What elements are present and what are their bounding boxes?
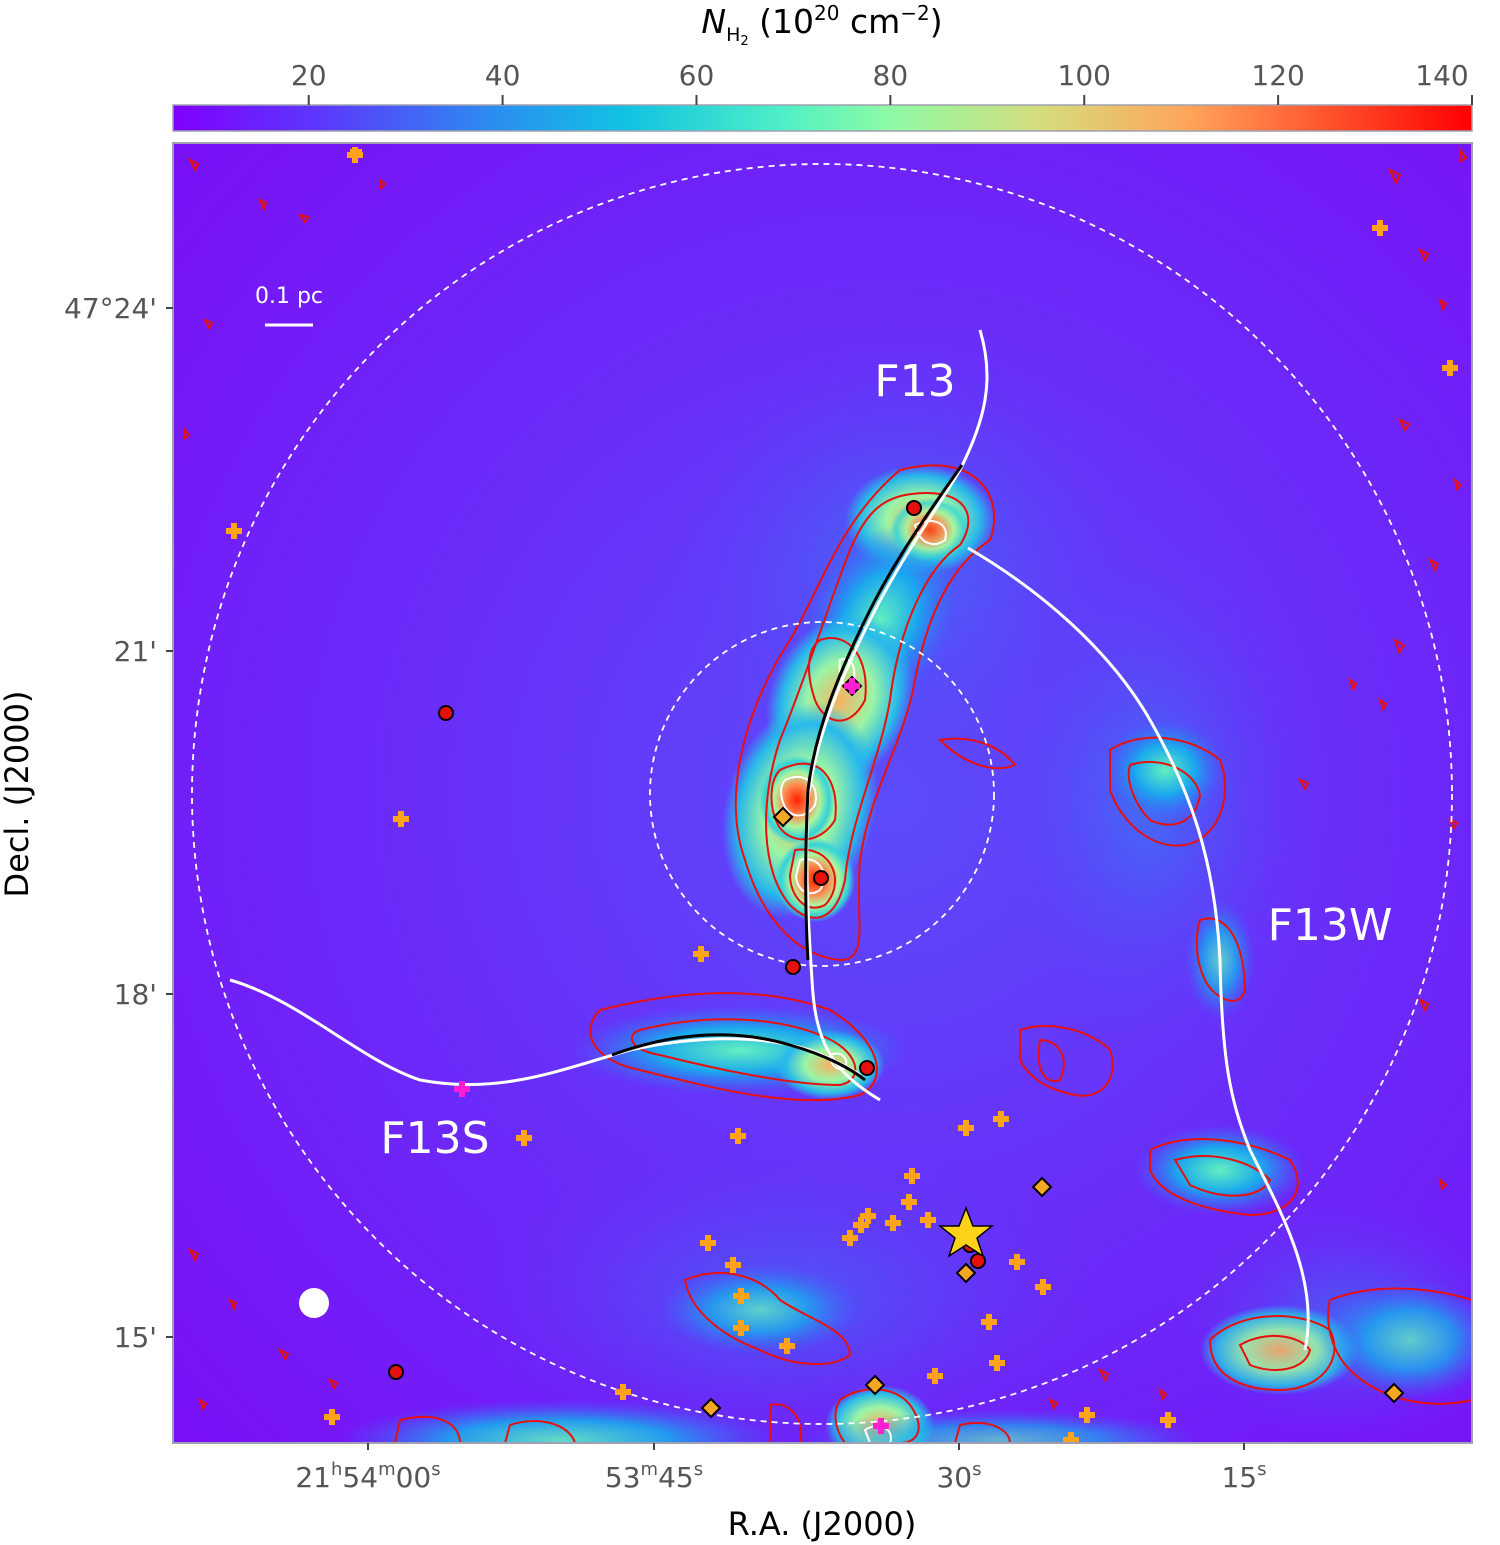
colorbar-tick-label: 120: [1251, 59, 1304, 92]
cross-marker: [733, 1288, 749, 1304]
cross-marker: [901, 1194, 917, 1210]
ytick-label-2: 21': [114, 635, 157, 668]
cross-marker: [904, 1168, 920, 1184]
cross-marker: [730, 1128, 746, 1144]
orange-diamond-markers: [700, 806, 1405, 1419]
colorbar-tick-label: 140: [1415, 59, 1468, 92]
colorbar-ticks: 20 40 60 80 100 120 140: [291, 59, 1473, 105]
ytick-label-3: 18': [114, 978, 157, 1011]
colorbar-tick-label: 80: [873, 59, 909, 92]
cross-marker: [920, 1212, 936, 1228]
scalebar-label: 0.1 pc: [255, 284, 323, 309]
colorbar: 20 40 60 80 100 120 140 NH2 (1020 cm−2): [172, 1, 1473, 132]
cross-marker: [989, 1355, 1005, 1371]
cross-marker: [958, 1120, 974, 1136]
cross-marker: [226, 523, 242, 539]
colorbar-tick-label: 60: [679, 59, 715, 92]
cross-marker: [993, 1111, 1009, 1127]
xtick-label-4: 15s: [1221, 1459, 1266, 1494]
y-axis-label: Decl. (J2000): [0, 691, 36, 898]
cross-marker: [1442, 360, 1458, 376]
cross-marker: [1063, 1432, 1079, 1443]
cross-marker: [842, 1230, 858, 1246]
cross-marker: [347, 147, 363, 163]
cross-marker: [1160, 1412, 1176, 1428]
beam-circle: [299, 1288, 329, 1318]
map-frame: [172, 142, 1473, 1444]
axis-tick-marks: [166, 307, 1245, 1450]
red-contours: [184, 146, 1472, 1443]
xtick-label-1: 21h54m00s: [295, 1459, 440, 1494]
column-density-map: 0.1 pc F13 F13W F13S: [173, 143, 1472, 1443]
cross-marker: [885, 1215, 901, 1231]
cross-marker: [615, 1384, 631, 1400]
x-axis-label: R.A. (J2000): [728, 1505, 917, 1543]
colorbar-label: NH2 (1020 cm−2): [701, 1, 942, 49]
xtick-label-3: 30s: [936, 1459, 981, 1494]
cross-marker: [779, 1338, 795, 1354]
xtick-label-2: 53m45s: [605, 1459, 703, 1494]
star-marker: [937, 1205, 995, 1258]
colorbar-gradient: [172, 104, 1473, 132]
colorbar-tick-label: 40: [485, 59, 521, 92]
ytick-label-4: 15': [114, 1321, 157, 1354]
cross-marker: [853, 1217, 869, 1233]
inner-dashed-circle: [649, 621, 995, 967]
cross-marker: [860, 1208, 876, 1224]
cross-marker: [324, 1409, 340, 1425]
cross-marker: [1035, 1279, 1051, 1295]
cross-marker: [927, 1368, 943, 1384]
cross-marker: [725, 1257, 741, 1273]
colorbar-tick-label: 20: [291, 59, 327, 92]
cross-marker: [981, 1314, 997, 1330]
spine-f13: [805, 329, 989, 1102]
cross-marker: [700, 1235, 716, 1251]
magenta-cross-markers: [454, 678, 889, 1434]
cross-marker: [693, 946, 709, 962]
label-f13w: F13W: [1268, 900, 1393, 951]
crest-f13s: [611, 1033, 866, 1082]
cross-marker: [1372, 220, 1388, 236]
cross-marker: [516, 1130, 532, 1146]
label-f13: F13: [874, 356, 955, 407]
colorbar-tick-label: 100: [1058, 59, 1111, 92]
cross-marker: [1079, 1407, 1095, 1423]
crest-f13: [804, 464, 964, 961]
ytick-label-1: 47°24': [64, 292, 157, 325]
cross-marker: [1009, 1254, 1025, 1270]
cross-marker: [733, 1320, 749, 1336]
spine-f13w: [967, 546, 1310, 1351]
label-f13s: F13S: [380, 1113, 489, 1164]
protostar-crosses: [226, 147, 1458, 1443]
outer-dashed-circle: [191, 163, 1453, 1425]
cross-marker: [393, 811, 409, 827]
